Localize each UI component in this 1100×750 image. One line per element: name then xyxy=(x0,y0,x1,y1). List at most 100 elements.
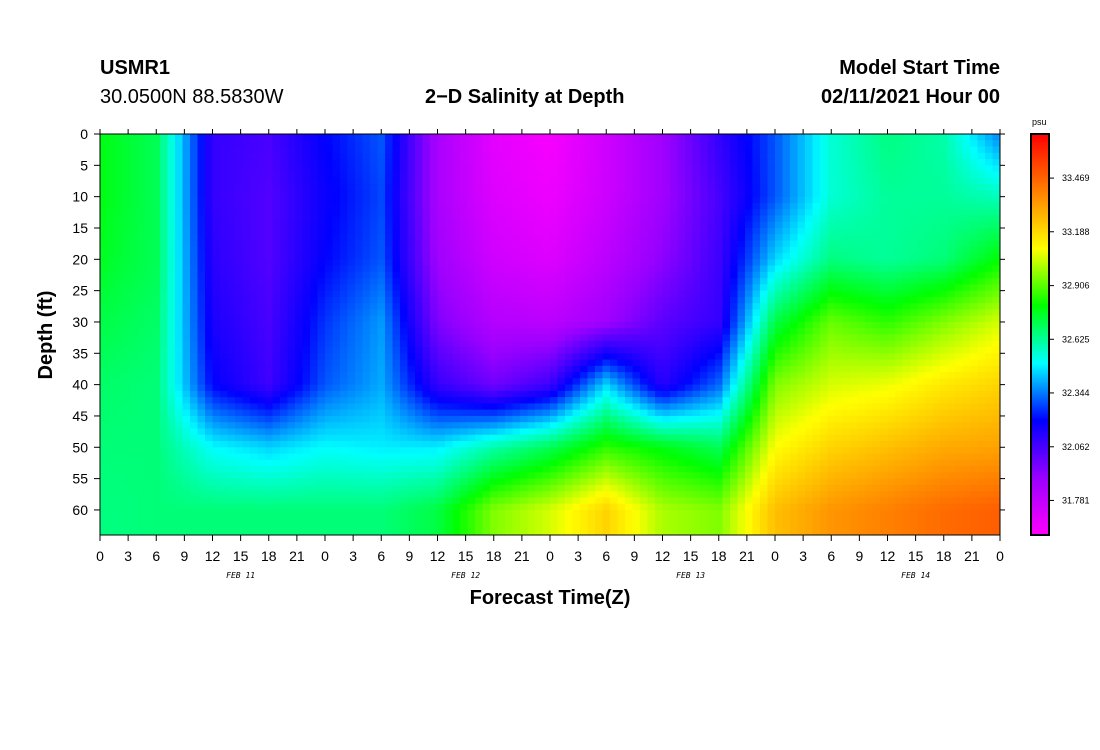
heatmap-cell xyxy=(535,353,544,361)
heatmap-cell xyxy=(617,359,626,367)
heatmap-cell xyxy=(745,309,754,317)
heatmap-cell xyxy=(632,328,641,336)
heatmap-cell xyxy=(310,296,319,304)
heatmap-cell xyxy=(287,240,296,248)
heatmap-cell xyxy=(445,290,454,298)
heatmap-cell xyxy=(977,159,986,166)
heatmap-cell xyxy=(872,209,881,217)
heatmap-cell xyxy=(970,240,979,248)
heatmap-cell xyxy=(505,146,514,154)
heatmap-cell xyxy=(400,390,409,398)
heatmap-cell xyxy=(445,340,454,348)
heatmap-cell xyxy=(205,372,214,379)
heatmap-cell xyxy=(580,378,589,386)
heatmap-cell xyxy=(685,315,694,323)
heatmap-cell xyxy=(835,259,844,267)
heatmap-cell xyxy=(227,390,236,398)
heatmap-cell xyxy=(557,221,566,229)
heatmap-cell xyxy=(490,146,499,154)
heatmap-cell xyxy=(842,384,851,392)
heatmap-cell xyxy=(362,328,371,336)
heatmap-cell xyxy=(295,347,304,354)
heatmap-cell xyxy=(992,290,1000,298)
heatmap-cell xyxy=(347,347,356,354)
heatmap-cell xyxy=(670,290,679,298)
heatmap-cell xyxy=(325,134,334,141)
heatmap-cell xyxy=(880,209,889,217)
heatmap-cell xyxy=(835,196,844,204)
heatmap-cell xyxy=(992,328,1000,336)
heatmap-cell xyxy=(160,177,169,185)
heatmap-cell xyxy=(715,202,724,210)
heatmap-cell xyxy=(775,340,784,348)
heatmap-cell xyxy=(137,290,146,298)
heatmap-cell xyxy=(662,340,671,348)
heatmap-cell xyxy=(872,202,881,210)
heatmap-cell xyxy=(482,184,491,191)
heatmap-cell xyxy=(925,315,934,323)
heatmap-cell xyxy=(242,171,251,179)
heatmap-cell xyxy=(512,152,521,160)
heatmap-cell xyxy=(775,196,784,204)
heatmap-cell xyxy=(197,177,206,185)
heatmap-cell xyxy=(280,296,289,304)
heatmap-cell xyxy=(940,190,949,198)
heatmap-cell xyxy=(550,184,559,191)
heatmap-cell xyxy=(962,372,971,379)
heatmap-cell xyxy=(565,202,574,210)
heatmap-cell xyxy=(700,165,709,173)
heatmap-cell xyxy=(550,240,559,248)
heatmap-cell xyxy=(250,159,259,166)
heatmap-cell xyxy=(430,347,439,354)
heatmap-cell xyxy=(625,246,634,254)
heatmap-cell xyxy=(167,159,176,166)
heatmap-cell xyxy=(130,234,139,242)
heatmap-cell xyxy=(677,259,686,267)
heatmap-cell xyxy=(857,184,866,191)
heatmap-cell xyxy=(325,390,334,398)
heatmap-cell xyxy=(767,246,776,254)
heatmap-cell xyxy=(685,384,694,392)
heatmap-cell xyxy=(985,353,994,361)
heatmap-cell xyxy=(137,177,146,185)
heatmap-cell xyxy=(407,152,416,160)
heatmap-cell xyxy=(527,152,536,160)
heatmap-cell xyxy=(595,303,604,311)
heatmap-cell xyxy=(437,140,446,148)
heatmap-cell xyxy=(190,134,199,141)
heatmap-cell xyxy=(745,284,754,292)
heatmap-cell xyxy=(302,334,311,342)
heatmap-cell xyxy=(617,221,626,229)
heatmap-cell xyxy=(212,246,221,254)
heatmap-cell xyxy=(407,365,416,373)
heatmap-cell xyxy=(280,278,289,285)
heatmap-cell xyxy=(542,278,551,285)
heatmap-cell xyxy=(835,227,844,235)
heatmap-cell xyxy=(887,246,896,254)
heatmap-cell xyxy=(677,303,686,311)
heatmap-cell xyxy=(235,290,244,298)
heatmap-cell xyxy=(617,165,626,173)
heatmap-cell xyxy=(310,353,319,361)
heatmap-cell xyxy=(970,165,979,173)
heatmap-cell xyxy=(475,253,484,260)
heatmap-cell xyxy=(535,159,544,166)
heatmap-cell xyxy=(167,134,176,141)
heatmap-cell xyxy=(812,284,821,292)
heatmap-cell xyxy=(497,227,506,235)
heatmap-cell xyxy=(437,271,446,279)
heatmap-cell xyxy=(842,240,851,248)
heatmap-cell xyxy=(775,240,784,248)
heatmap-cell xyxy=(887,296,896,304)
heatmap-cell xyxy=(760,215,769,223)
heatmap-cell xyxy=(407,165,416,173)
heatmap-cell xyxy=(385,271,394,279)
heatmap-cell xyxy=(835,234,844,242)
heatmap-cell xyxy=(505,165,514,173)
heatmap-cell xyxy=(385,309,394,317)
heatmap-cell xyxy=(737,347,746,354)
heatmap-cell xyxy=(542,159,551,166)
heatmap-cell xyxy=(527,271,536,279)
heatmap-cell xyxy=(550,227,559,235)
heatmap-cell xyxy=(880,215,889,223)
